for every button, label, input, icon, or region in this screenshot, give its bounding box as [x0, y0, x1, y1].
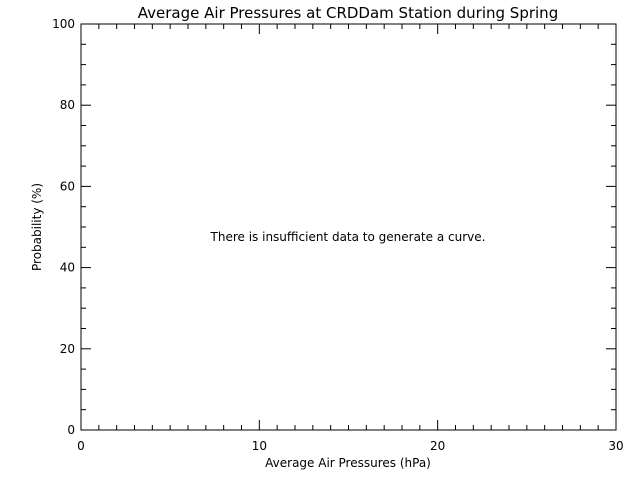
- y-axis-label: Probability (%): [30, 183, 44, 271]
- x-tick-label: 0: [77, 439, 85, 453]
- chart-annotation: There is insufficient data to generate a…: [210, 230, 486, 244]
- y-tick-label: 0: [67, 423, 75, 437]
- x-tick-labels: 0 10 20 30: [77, 439, 623, 453]
- x-tick-label: 10: [252, 439, 267, 453]
- x-tick-label: 20: [430, 439, 445, 453]
- chart-title: Average Air Pressures at CRDDam Station …: [138, 4, 558, 22]
- y-tick-labels: 0 20 40 60 80 100: [52, 17, 75, 437]
- x-axis-label: Average Air Pressures (hPa): [265, 456, 431, 470]
- y-tick-label: 60: [60, 179, 75, 193]
- y-tick-label: 40: [60, 261, 75, 275]
- y-tick-label: 20: [60, 342, 75, 356]
- x-tick-label: 30: [608, 439, 623, 453]
- y-tick-label: 80: [60, 98, 75, 112]
- axis-ticks: [80, 23, 617, 431]
- plot-area: [80, 23, 617, 431]
- y-tick-label: 100: [52, 17, 75, 31]
